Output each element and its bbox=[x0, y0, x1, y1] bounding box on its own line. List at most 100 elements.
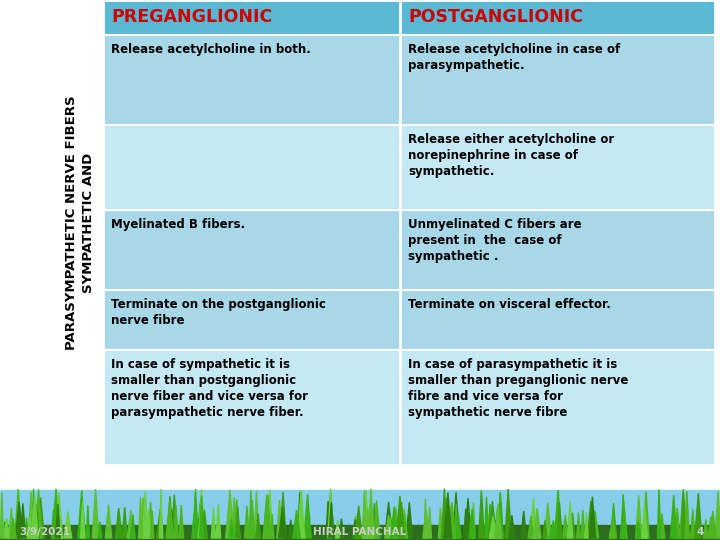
Polygon shape bbox=[444, 518, 447, 538]
Polygon shape bbox=[115, 508, 122, 538]
Polygon shape bbox=[355, 506, 362, 538]
Polygon shape bbox=[375, 508, 378, 538]
Polygon shape bbox=[171, 495, 177, 538]
Polygon shape bbox=[270, 514, 274, 538]
Polygon shape bbox=[536, 521, 540, 538]
Polygon shape bbox=[263, 494, 271, 538]
Polygon shape bbox=[55, 504, 60, 538]
Polygon shape bbox=[33, 512, 41, 538]
Polygon shape bbox=[714, 513, 720, 538]
Polygon shape bbox=[0, 492, 4, 538]
Polygon shape bbox=[591, 511, 599, 538]
Bar bbox=[400, 0, 715, 35]
Text: SYMPATHETIC AND: SYMPATHETIC AND bbox=[81, 152, 94, 293]
Polygon shape bbox=[521, 511, 526, 538]
Polygon shape bbox=[276, 500, 282, 538]
Polygon shape bbox=[249, 490, 253, 538]
Polygon shape bbox=[336, 520, 339, 538]
Polygon shape bbox=[2, 521, 8, 538]
Polygon shape bbox=[683, 511, 689, 538]
Polygon shape bbox=[20, 503, 26, 538]
Polygon shape bbox=[494, 509, 501, 538]
Polygon shape bbox=[231, 497, 237, 538]
Polygon shape bbox=[423, 510, 429, 538]
Polygon shape bbox=[392, 507, 400, 538]
Polygon shape bbox=[249, 500, 255, 538]
Polygon shape bbox=[229, 519, 234, 538]
Polygon shape bbox=[479, 490, 485, 538]
Polygon shape bbox=[528, 516, 534, 538]
Polygon shape bbox=[489, 516, 497, 538]
Polygon shape bbox=[64, 511, 72, 538]
Bar bbox=[103, 0, 400, 35]
Polygon shape bbox=[212, 508, 215, 538]
Polygon shape bbox=[472, 503, 475, 538]
Polygon shape bbox=[362, 490, 366, 538]
Bar bbox=[400, 210, 715, 290]
Polygon shape bbox=[27, 516, 32, 538]
Polygon shape bbox=[9, 508, 14, 538]
Polygon shape bbox=[150, 511, 154, 538]
Polygon shape bbox=[254, 491, 258, 538]
Text: HIRAL PANCHAL: HIRAL PANCHAL bbox=[313, 527, 407, 537]
Polygon shape bbox=[35, 504, 40, 538]
Polygon shape bbox=[140, 498, 147, 538]
Polygon shape bbox=[642, 504, 647, 538]
Bar bbox=[0, 525, 720, 540]
Polygon shape bbox=[159, 489, 163, 538]
Polygon shape bbox=[674, 508, 680, 538]
Polygon shape bbox=[585, 512, 588, 538]
Polygon shape bbox=[148, 502, 153, 538]
Bar bbox=[103, 290, 400, 350]
Text: 3/9/2021: 3/9/2021 bbox=[19, 527, 71, 537]
Polygon shape bbox=[588, 501, 595, 538]
Text: Myelinated B fibers.: Myelinated B fibers. bbox=[111, 218, 245, 231]
Polygon shape bbox=[469, 509, 475, 538]
Text: PARASYMPATHETIC NERVE FIBERS: PARASYMPATHETIC NERVE FIBERS bbox=[66, 95, 78, 350]
Polygon shape bbox=[122, 507, 127, 538]
Polygon shape bbox=[372, 503, 377, 538]
Bar bbox=[400, 290, 715, 350]
Polygon shape bbox=[366, 508, 370, 538]
Polygon shape bbox=[266, 490, 273, 538]
Polygon shape bbox=[245, 506, 249, 538]
Polygon shape bbox=[690, 509, 695, 538]
Text: In case of sympathetic it is
smaller than postganglionic
nerve fiber and vice ve: In case of sympathetic it is smaller tha… bbox=[111, 358, 308, 419]
Polygon shape bbox=[197, 498, 204, 538]
Polygon shape bbox=[32, 489, 36, 538]
Polygon shape bbox=[438, 508, 443, 538]
Polygon shape bbox=[216, 504, 220, 538]
Polygon shape bbox=[81, 501, 85, 538]
Polygon shape bbox=[143, 516, 147, 538]
Bar bbox=[103, 350, 400, 465]
Polygon shape bbox=[171, 499, 178, 538]
Text: Terminate on visceral effector.: Terminate on visceral effector. bbox=[408, 298, 611, 311]
Polygon shape bbox=[156, 509, 164, 538]
Polygon shape bbox=[505, 489, 511, 538]
Polygon shape bbox=[55, 522, 62, 538]
Polygon shape bbox=[406, 502, 413, 538]
Polygon shape bbox=[396, 496, 404, 538]
Polygon shape bbox=[500, 503, 503, 538]
Polygon shape bbox=[278, 516, 285, 538]
Polygon shape bbox=[489, 501, 496, 538]
Polygon shape bbox=[387, 517, 395, 538]
Text: 4: 4 bbox=[696, 527, 703, 537]
Polygon shape bbox=[498, 492, 503, 538]
Polygon shape bbox=[444, 498, 449, 538]
Polygon shape bbox=[499, 514, 503, 538]
Polygon shape bbox=[622, 510, 627, 538]
Polygon shape bbox=[52, 510, 55, 538]
Polygon shape bbox=[709, 511, 716, 538]
Polygon shape bbox=[147, 512, 151, 538]
Polygon shape bbox=[15, 502, 23, 538]
Polygon shape bbox=[166, 501, 174, 538]
Text: Release acetylcholine in case of
parasympathetic.: Release acetylcholine in case of parasym… bbox=[408, 43, 620, 72]
Polygon shape bbox=[609, 519, 616, 538]
Polygon shape bbox=[10, 519, 17, 538]
Polygon shape bbox=[685, 491, 689, 538]
Polygon shape bbox=[636, 521, 642, 538]
Polygon shape bbox=[174, 505, 179, 538]
Polygon shape bbox=[329, 502, 334, 538]
Polygon shape bbox=[441, 489, 447, 538]
